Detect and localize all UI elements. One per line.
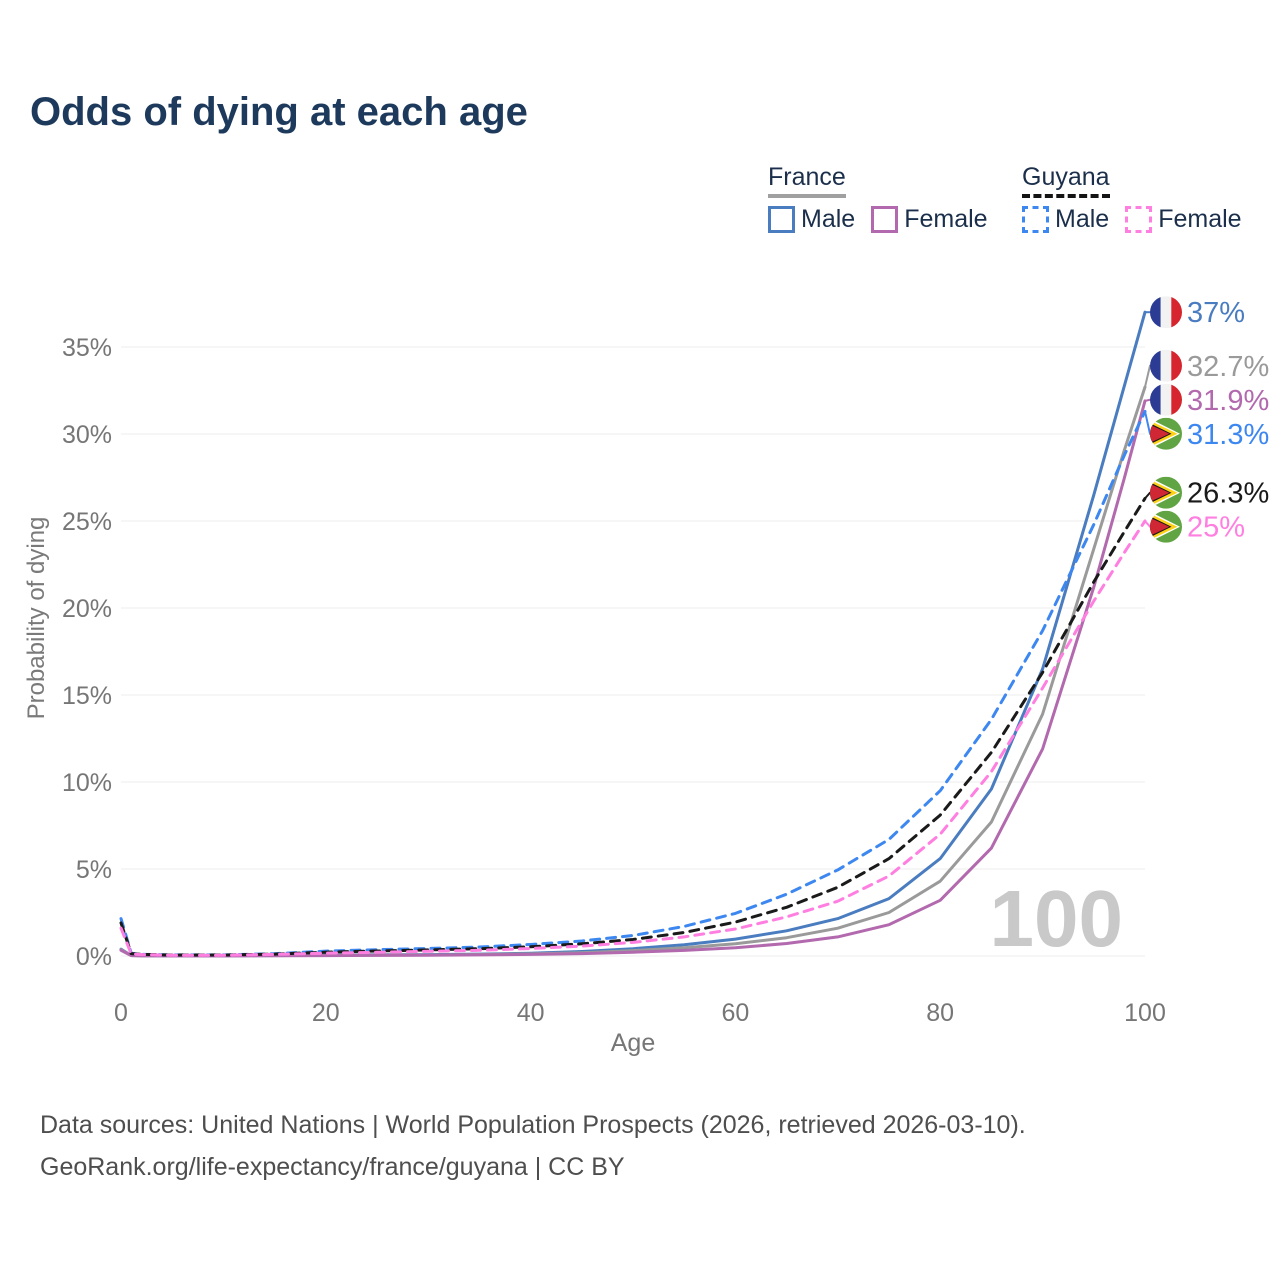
legend-item-france-male[interactable]: Male (768, 205, 855, 233)
flag-icon-france (1150, 296, 1182, 329)
legend-item-france-female[interactable]: Female (871, 205, 988, 233)
series-line-france-male[interactable] (119, 310, 1147, 958)
end-value-label-guyana-female: 25% (1187, 512, 1245, 544)
legend-item-label: Male (1055, 205, 1110, 233)
france-male-swatch-icon (768, 205, 795, 233)
y-tick-label: 5% (76, 856, 112, 884)
end-value-label-france-male: 37% (1187, 297, 1245, 329)
flag-icon-guyana (1150, 417, 1182, 450)
flag-icon-guyana (1150, 476, 1182, 509)
legend-header-france: France (768, 163, 846, 198)
y-tick-label: 20% (62, 595, 112, 623)
y-tick-label: 0% (76, 943, 112, 971)
guyana-female-swatch-icon (1125, 205, 1153, 233)
x-tick-label: 100 (1124, 999, 1166, 1027)
y-tick-label: 10% (62, 769, 112, 797)
flag-icon-france (1150, 349, 1182, 382)
y-tick-label: 30% (62, 421, 112, 449)
y-tick-label: 35% (62, 334, 112, 362)
legend-group-guyana: Guyana Male Female (1022, 163, 1258, 233)
legend-header-guyana: Guyana (1022, 163, 1110, 198)
x-tick-label: 60 (721, 999, 749, 1027)
series-line-france-female[interactable] (119, 399, 1147, 958)
legend-item-label: Female (904, 205, 988, 233)
license-line: GeoRank.org/life-expectancy/france/guyan… (40, 1153, 625, 1181)
data-source-line: Data sources: United Nations | World Pop… (40, 1111, 1026, 1139)
legend: France Male Female Guyana Male Female (0, 163, 1280, 243)
flag-icon-guyana (1150, 510, 1182, 543)
end-value-label-france-female: 31.9% (1187, 385, 1269, 417)
legend-item-guyana-male[interactable]: Male (1022, 205, 1109, 233)
x-axis-title: Age (611, 1029, 655, 1057)
x-tick-label: 40 (517, 999, 545, 1027)
y-tick-label: 25% (62, 508, 112, 536)
legend-item-label: Female (1158, 205, 1242, 233)
x-tick-label: 20 (312, 999, 340, 1027)
legend-item-label: Male (801, 205, 856, 233)
series-line-france-both-sexes[interactable] (119, 385, 1147, 958)
x-tick-label: 80 (926, 999, 954, 1027)
legend-item-guyana-female[interactable]: Female (1125, 205, 1242, 233)
y-tick-label: 15% (62, 682, 112, 710)
guyana-male-swatch-icon (1022, 205, 1049, 233)
end-value-label-france-both-sexes: 32.7% (1187, 351, 1269, 383)
data-source-attribution: Data sources: United Nations | World Pop… (40, 1104, 1026, 1188)
x-tick-label: 0 (114, 999, 128, 1027)
series-line-guyana-female[interactable] (119, 519, 1147, 957)
page-title: Odds of dying at each age (30, 90, 528, 134)
end-value-label-guyana-male: 31.3% (1187, 419, 1269, 451)
france-female-swatch-icon (871, 205, 899, 233)
flag-icon-france (1150, 383, 1182, 416)
y-axis-title: Probability of dying (23, 517, 50, 720)
legend-group-france: France Male Female (768, 163, 1004, 233)
end-value-label-guyana-both-sexes: 26.3% (1187, 478, 1269, 510)
watermark-age-100: 100 (990, 874, 1123, 963)
